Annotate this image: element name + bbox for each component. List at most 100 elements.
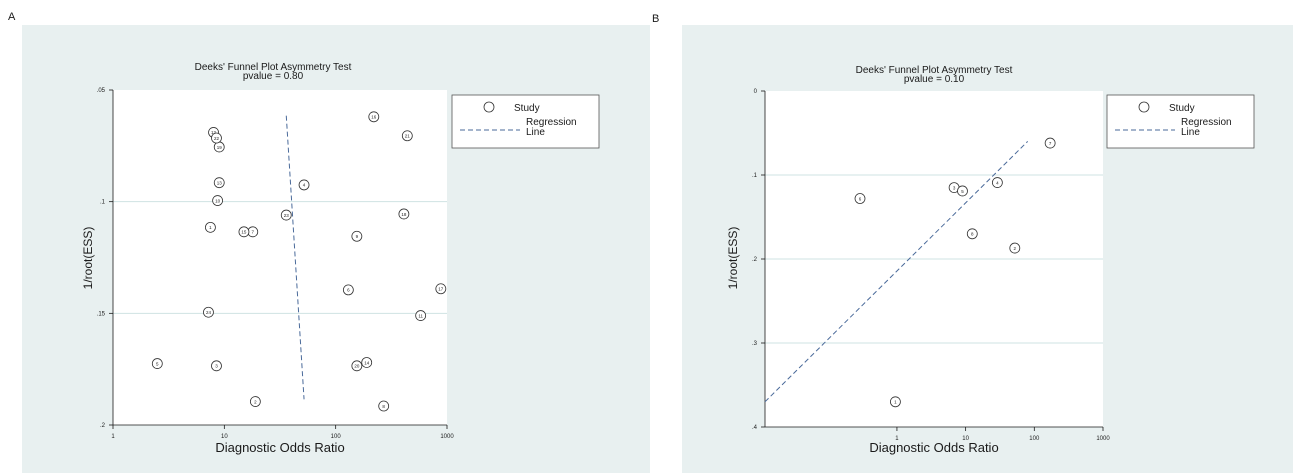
study-id-label: 6 [347,288,350,293]
study-point: 7 [247,226,259,238]
study-marker [280,209,292,221]
chart-subtitle: pvalue = 0.80 [243,71,304,82]
study-id-label: 3 [953,185,956,190]
regression-line [764,141,1029,403]
y-axis-label: 1/root(ESS) [726,227,740,290]
legend: Study Regression Line [1106,94,1255,149]
legend-regression-label-line: Regression [526,117,577,128]
study-marker [401,130,413,142]
study-point: 13 [213,177,225,189]
study-point: 3 [211,360,222,372]
study-point: 4 [298,179,310,191]
study-point: 10 [212,195,223,206]
study-id-label: 8 [382,404,385,409]
study-point: 1 [890,396,901,408]
legend-regression-label: Regression Line [1181,117,1232,138]
y-tick-label: .05 [97,88,106,94]
panel-a: A .05 .1 .15 .2 1 10 100 1000 Deeks' Funnel Plot … [8,11,650,473]
study-id-label: 9 [356,234,359,239]
study-point: 17 [435,283,447,295]
study-marker [151,358,163,369]
legend-regression-label-line: Line [1181,127,1200,138]
study-id-label: 13 [217,180,223,185]
study-point: 1 [205,221,216,233]
chart-subtitle: pvalue = 0.10 [904,74,965,85]
study-marker [890,396,901,408]
study-id-label: 5 [156,361,159,366]
plot-area [113,90,447,425]
study-id-label: 5 [961,189,964,194]
regression-line [285,115,305,400]
legend: Study Regression Line [451,94,600,149]
study-id-label: 23 [284,213,290,218]
legend-box [1106,94,1255,149]
study-point: 7 [1044,137,1056,149]
study-marker [249,396,261,407]
legend-study-marker [1138,101,1150,113]
study-id-label: 14 [364,360,370,365]
y-axis-label: 1/root(ESS) [81,227,95,290]
x-axis-label: Diagnostic Odds Ratio [215,440,344,455]
study-point: 15 [238,226,250,238]
study-id-label: 2 [1014,246,1017,251]
chart-title: Deeks' Funnel Plot Asymmetry Test [856,65,1013,76]
study-point: 4 [991,177,1003,188]
x-tick-label: 1 [111,434,115,440]
panel-letter: B [652,13,659,25]
study-id-label: 21 [405,134,411,139]
study-id-label: 6 [859,196,862,201]
study-marker [342,284,354,296]
study-id-label: 8 [971,232,974,237]
y-tick-label: .3 [752,341,758,347]
study-marker [211,132,222,144]
study-marker [966,228,978,240]
study-point: 8 [966,228,978,240]
study-marker [351,230,363,242]
study-marker [398,208,410,220]
panel-letter: A [8,11,16,23]
study-marker [1009,242,1021,254]
y-tick-label: 0 [754,89,758,95]
study-marker [957,185,968,197]
study-point: 6 [342,284,354,296]
study-marker [435,283,447,295]
study-id-label: 10 [215,198,221,203]
study-id-label: 7 [1049,141,1052,146]
study-point: 22 [211,132,222,144]
chart-title: Deeks' Funnel Plot Asymmetry Test [195,62,352,73]
study-id-label: 20 [354,364,360,369]
x-tick-label: 10 [221,434,228,440]
study-point: 2 [249,396,261,407]
study-id-label: 22 [214,136,220,141]
study-point: 2 [1009,242,1021,254]
study-id-label: 16 [371,115,377,120]
legend-regression-label: Regression Line [526,117,577,138]
study-marker [212,195,223,206]
x-tick-label: 1000 [440,434,454,440]
study-marker [991,177,1003,188]
y-tick-label: .4 [752,425,758,431]
study-id-label: 17 [438,287,444,292]
study-marker [378,400,390,412]
legend-regression-label-line: Line [526,127,545,138]
y-tick-label: .1 [100,200,106,206]
study-marker [1044,137,1056,149]
study-id-label: 15 [241,230,247,235]
study-marker [361,357,373,368]
study-point: 6 [854,193,866,204]
study-id-label: 12 [211,130,217,135]
study-point: 16 [368,111,380,123]
study-point: 23 [280,209,292,221]
study-point: 5 [151,358,163,369]
study-id-label: 3 [215,364,218,369]
legend-study-label: Study [1169,103,1195,114]
study-marker [368,111,380,123]
study-point: 21 [401,130,413,142]
y-tick-label: .2 [752,257,758,263]
x-tick-label: 1 [895,436,899,442]
x-tick-label: 100 [331,434,342,440]
study-id-label: 1 [209,225,212,230]
study-id-label: 1 [894,400,897,405]
x-tick-label: 1000 [1096,436,1110,442]
study-id-label: 7 [251,230,254,235]
